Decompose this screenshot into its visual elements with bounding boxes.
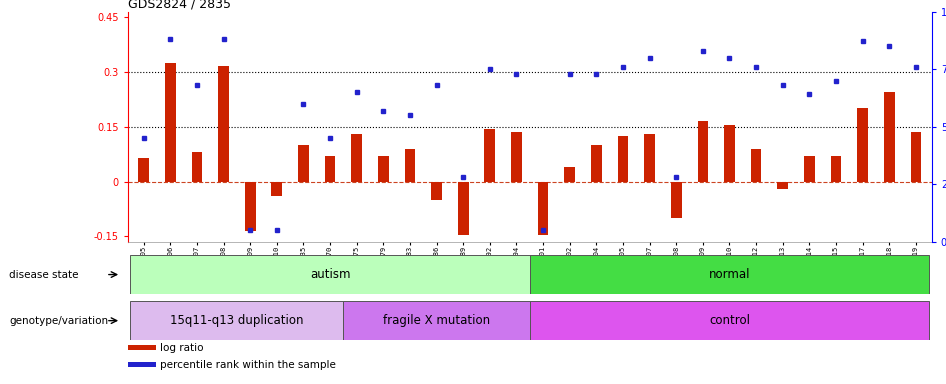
Bar [857, 108, 867, 182]
Text: control: control [709, 314, 750, 327]
Bar [245, 182, 255, 231]
Text: fragile X mutation: fragile X mutation [383, 314, 490, 327]
Bar [537, 182, 549, 235]
Bar [724, 125, 735, 182]
Text: disease state: disease state [9, 270, 79, 280]
Bar [591, 145, 602, 182]
Text: GDS2824 / 2835: GDS2824 / 2835 [128, 0, 231, 10]
Bar [831, 156, 841, 182]
Bar [431, 182, 442, 200]
Bar [298, 145, 308, 182]
Bar [565, 167, 575, 182]
Bar [351, 134, 362, 182]
Bar [324, 156, 336, 182]
Bar [484, 129, 495, 182]
Bar [751, 149, 762, 182]
Bar [378, 156, 389, 182]
Bar [458, 182, 468, 235]
Bar [618, 136, 628, 182]
Bar [671, 182, 681, 218]
Text: percentile rank within the sample: percentile rank within the sample [161, 360, 336, 370]
Text: normal: normal [709, 268, 750, 281]
Text: autism: autism [310, 268, 350, 281]
Bar [530, 255, 929, 294]
Bar [778, 182, 788, 189]
Bar [884, 92, 895, 182]
Bar [697, 121, 709, 182]
Bar [219, 66, 229, 182]
Text: genotype/variation: genotype/variation [9, 316, 109, 326]
Bar [138, 158, 149, 182]
Bar [804, 156, 815, 182]
Bar [405, 149, 415, 182]
Bar [910, 132, 921, 182]
Text: 15q11-q13 duplication: 15q11-q13 duplication [170, 314, 304, 327]
Bar [131, 301, 343, 340]
Bar [644, 134, 655, 182]
Bar [192, 152, 202, 182]
Bar [131, 255, 530, 294]
Bar [343, 301, 530, 340]
Bar [165, 63, 176, 182]
Bar [272, 182, 282, 196]
Bar [511, 132, 522, 182]
Bar [530, 301, 929, 340]
Text: log ratio: log ratio [161, 343, 204, 353]
